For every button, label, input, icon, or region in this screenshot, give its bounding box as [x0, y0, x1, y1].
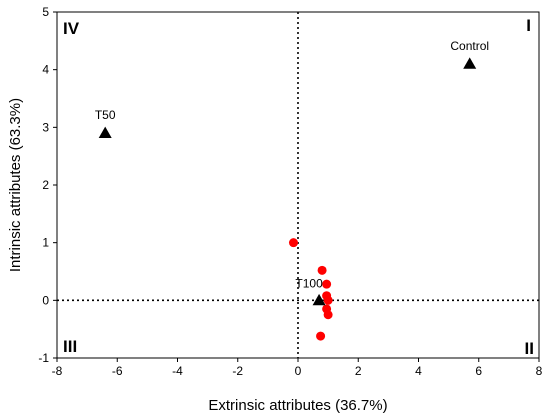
- y-tick-label: 3: [42, 120, 49, 134]
- x-tick-label: -6: [112, 364, 123, 378]
- y-axis-title: Intrinsic attributes (63.3%): [7, 98, 24, 272]
- treatment-marker: [312, 293, 326, 306]
- attribute-point: [288, 238, 298, 248]
- x-tick-label: 4: [415, 364, 422, 378]
- quadrant-label: II: [525, 339, 534, 358]
- attribute-point: [323, 295, 333, 305]
- y-tick-label: -1: [38, 351, 49, 365]
- x-tick-label: 0: [295, 364, 302, 378]
- x-tick-label: -4: [172, 364, 183, 378]
- x-tick-label: -8: [52, 364, 63, 378]
- attribute-point: [323, 310, 333, 320]
- treatment-marker: [463, 57, 477, 69]
- x-tick-label: -2: [232, 364, 243, 378]
- x-axis-title: Extrinsic attributes (36.7%): [208, 397, 387, 414]
- quadrant-label: IV: [63, 19, 80, 38]
- treatment-label: Control: [450, 39, 489, 53]
- x-tick-label: 2: [355, 364, 362, 378]
- y-tick-label: 4: [42, 63, 49, 77]
- y-tick-label: 0: [42, 293, 49, 307]
- attribute-point: [317, 265, 327, 275]
- y-tick-label: 5: [42, 5, 49, 19]
- y-tick-label: 1: [42, 236, 49, 250]
- y-tick-label: 2: [42, 178, 49, 192]
- quadrant-label: I: [526, 16, 531, 35]
- attribute-point: [316, 331, 326, 341]
- x-tick-label: 8: [536, 364, 543, 378]
- treatment-marker: [98, 126, 112, 138]
- quadrant-label: III: [63, 337, 77, 356]
- treatment-label: T50: [95, 108, 116, 122]
- x-tick-label: 6: [475, 364, 482, 378]
- attribute-point: [322, 279, 332, 289]
- treatment-label: T100: [295, 276, 323, 290]
